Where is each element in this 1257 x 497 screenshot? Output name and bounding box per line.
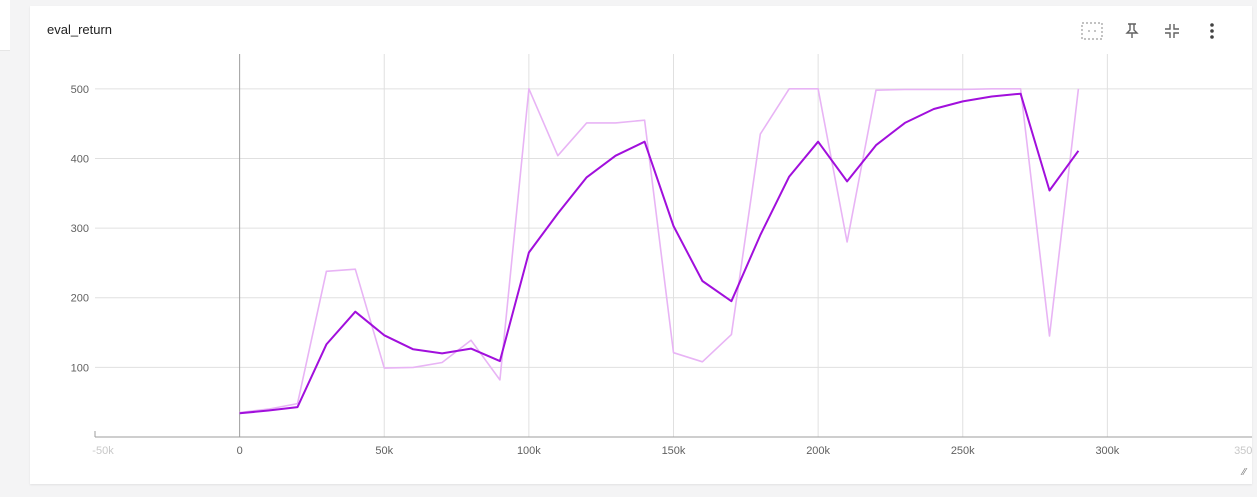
x-tick-label: 300k [1095,445,1119,457]
pin-button[interactable] [1112,18,1152,44]
resize-handle-icon[interactable]: ⁄⁄ [1242,467,1246,478]
collapse-button[interactable] [1152,18,1192,44]
collapse-icon [1165,24,1179,38]
chart-title: eval_return [47,22,113,37]
fit-domain-button[interactable] [1072,18,1112,44]
y-tick-label: 300 [71,223,89,235]
fit-domain-icon [1081,22,1103,40]
x-tick-label: 50k [375,445,393,457]
chart-card: eval_return 100 200 300 400 500 0 50k 100k 150k 2… [30,6,1252,484]
more-options-button[interactable] [1192,18,1232,44]
x-tick-label-faint: -50k [92,445,114,457]
x-tick-label: 0 [237,445,243,457]
x-tick-label: 250k [951,445,975,457]
eval-return-line-chart[interactable]: 100 200 300 400 500 0 50k 100k 150k 200k 250k 300k -… [30,6,1252,484]
y-tick-label: 400 [71,153,89,165]
y-tick-label: 500 [71,84,89,96]
pin-icon [1125,23,1139,38]
x-tick-label: 100k [517,445,541,457]
smoothed-series-line [239,92,1080,415]
card-toolbar [1072,18,1232,44]
y-tick-label: 200 [71,293,89,305]
y-tick-label: 100 [71,362,89,374]
left-panel-edge [0,0,10,51]
x-tick-label-faint: 350k [1234,445,1252,457]
raw-series-line [239,88,1080,414]
more-vert-icon [1210,23,1214,39]
x-tick-label: 200k [806,445,830,457]
x-tick-label: 150k [662,445,686,457]
